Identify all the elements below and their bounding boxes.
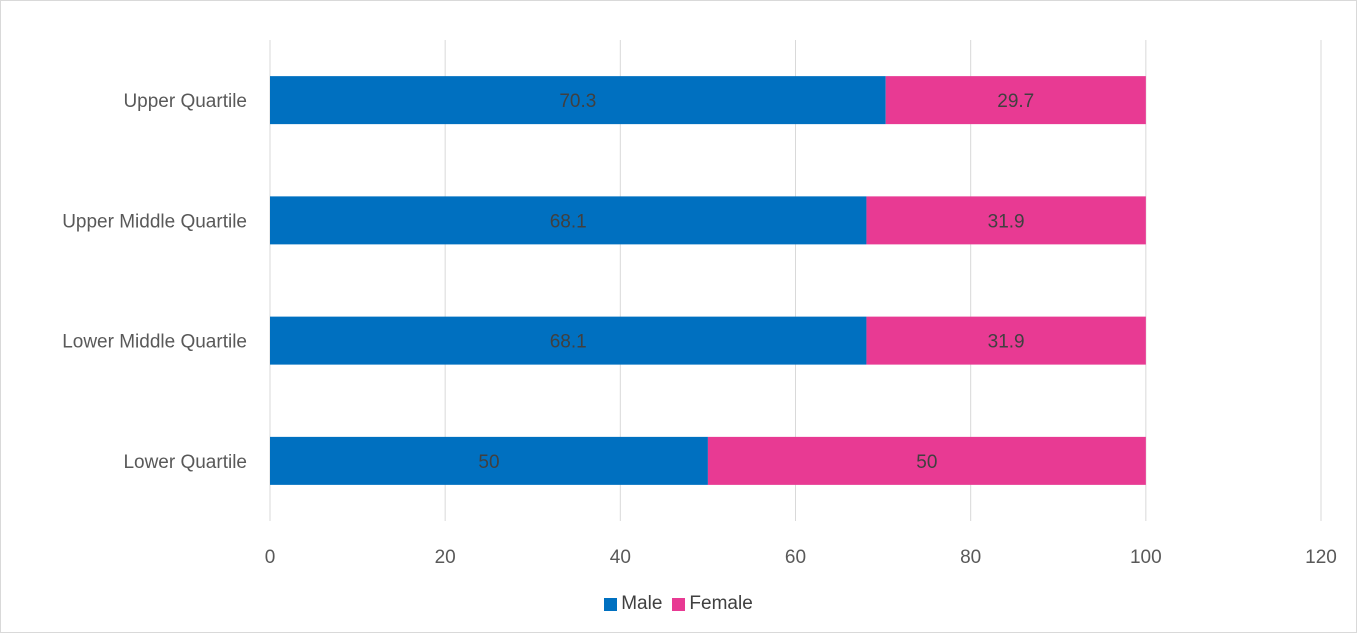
x-tick-label: 60 xyxy=(785,547,806,568)
bar-male xyxy=(270,76,886,125)
data-labels: 70.3 29.7 68.1 31.9 68.1 31.9 50 50 xyxy=(478,91,1034,473)
data-label: 29.7 xyxy=(997,91,1034,112)
x-tick-label: 40 xyxy=(610,547,631,568)
bar-female xyxy=(885,76,1146,125)
x-tick-label: 100 xyxy=(1130,547,1162,568)
category-label: Lower Middle Quartile xyxy=(62,332,247,353)
legend-item-male: Male xyxy=(604,593,662,615)
x-tick-label: 0 xyxy=(265,547,276,568)
data-label: 31.9 xyxy=(988,332,1025,353)
category-axis: Upper Quartile Upper Middle Quartile Lower… xyxy=(62,91,247,473)
legend: Male Female xyxy=(0,592,1357,616)
category-label: Upper Middle Quartile xyxy=(62,211,247,232)
bars xyxy=(270,76,1146,485)
bar-male xyxy=(270,436,708,485)
data-label: 50 xyxy=(478,452,499,473)
data-label: 50 xyxy=(916,452,937,473)
data-label: 70.3 xyxy=(559,91,596,112)
bar-male xyxy=(270,316,867,365)
legend-swatch-male xyxy=(604,597,618,611)
x-tick-label: 120 xyxy=(1305,547,1337,568)
legend-label-male: Male xyxy=(621,593,663,614)
category-label: Upper Quartile xyxy=(123,91,247,112)
bar-female xyxy=(866,316,1146,365)
legend-item-female: Female xyxy=(672,593,753,615)
bar-female xyxy=(707,436,1146,485)
value-axis: 0 20 40 60 80 100 120 xyxy=(265,547,1337,568)
legend-swatch-female xyxy=(672,597,686,611)
bar-female xyxy=(866,196,1146,245)
legend-label-female: Female xyxy=(689,593,753,614)
category-label: Lower Quartile xyxy=(123,452,247,473)
bar-male xyxy=(270,196,867,245)
data-label: 68.1 xyxy=(550,332,587,353)
data-label: 31.9 xyxy=(988,211,1025,232)
data-label: 68.1 xyxy=(550,211,587,232)
x-tick-label: 80 xyxy=(960,547,981,568)
x-tick-label: 20 xyxy=(435,547,456,568)
